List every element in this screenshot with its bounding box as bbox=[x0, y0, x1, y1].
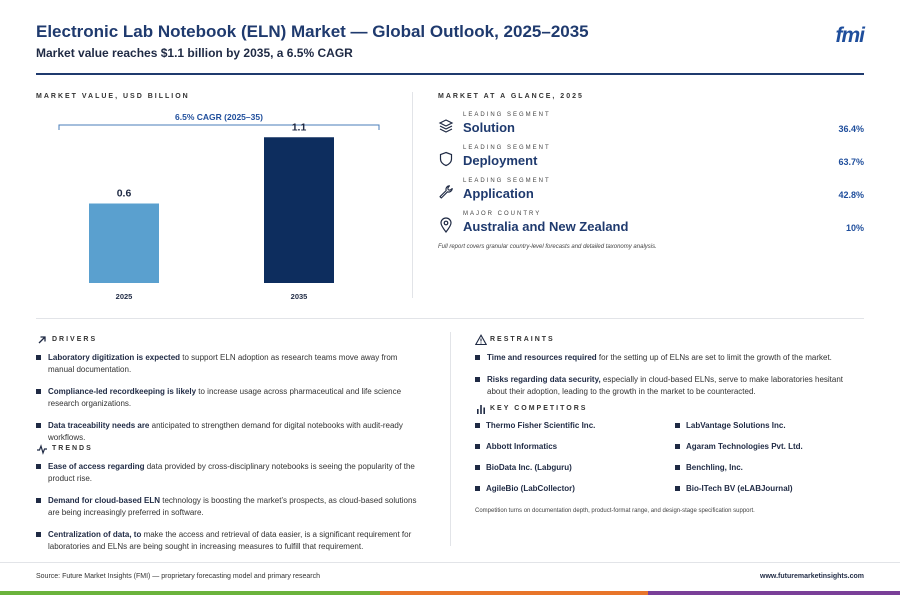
x-tick-label: 2025 bbox=[116, 292, 133, 301]
glance-small-label: LEADING SEGMENT bbox=[463, 178, 551, 184]
trend-arrow-icon bbox=[38, 336, 46, 344]
competitor-item: AgileBio (LabCollector) bbox=[475, 484, 575, 493]
wrench-icon bbox=[439, 185, 453, 199]
glance-small-label: MAJOR COUNTRY bbox=[463, 211, 542, 217]
layers-icon bbox=[438, 119, 454, 133]
restraints-label: RESTRAINTS bbox=[490, 336, 555, 343]
trends-list: Ease of access regarding data provided b… bbox=[36, 461, 421, 563]
fmi-logo[interactable]: fmi bbox=[835, 24, 865, 47]
bar-value-label: 1.1 bbox=[292, 121, 307, 133]
restraints-list: Time and resources required for the sett… bbox=[475, 352, 860, 408]
market-value-bar-chart: 6.5% CAGR (2025–35) 0.6 2025 1.1 2035 bbox=[58, 112, 380, 301]
drivers-label: DRIVERS bbox=[52, 336, 98, 343]
page-title: Electronic Lab Notebook (ELN) Market — G… bbox=[36, 22, 589, 41]
brand-stripe-purple bbox=[648, 591, 900, 595]
glance-value: 42.8% bbox=[838, 190, 864, 200]
list-item: Ease of access regarding data provided b… bbox=[36, 461, 421, 485]
bar-2025 bbox=[89, 203, 159, 283]
drivers-list: Laboratory digitization is expected to s… bbox=[36, 352, 421, 454]
shield-icon bbox=[439, 151, 453, 167]
bar-value-label: 0.6 bbox=[117, 188, 132, 200]
header-rule bbox=[36, 73, 864, 75]
cagr-bracket bbox=[58, 124, 380, 130]
brand-stripe-green bbox=[0, 591, 380, 595]
footer-divider bbox=[0, 562, 900, 563]
list-item: Centralization of data, to make the acce… bbox=[36, 529, 421, 553]
glance-row-solution: LEADING SEGMENT Solution 36.4% bbox=[438, 112, 864, 142]
glance-name: Deployment bbox=[463, 153, 538, 168]
list-item: Data traceability needs are anticipated … bbox=[36, 420, 421, 444]
pulse-icon bbox=[37, 444, 47, 455]
section-divider bbox=[412, 92, 413, 298]
footer-source: Source: Future Market Insights (FMI) — p… bbox=[36, 573, 320, 580]
glance-name: Australia and New Zealand bbox=[463, 219, 629, 234]
competitor-item: LabVantage Solutions Inc. bbox=[675, 421, 786, 430]
list-item: Laboratory digitization is expected to s… bbox=[36, 352, 421, 376]
glance-value: 63.7% bbox=[838, 157, 864, 167]
middle-divider bbox=[36, 318, 864, 319]
competitors-note: Competition turns on documentation depth… bbox=[475, 508, 755, 514]
competitor-item: Agaram Technologies Pvt. Ltd. bbox=[675, 442, 803, 451]
list-item: Time and resources required for the sett… bbox=[475, 352, 860, 364]
competitors-label: KEY COMPETITORS bbox=[490, 405, 588, 412]
trends-label: TRENDS bbox=[52, 445, 93, 452]
glance-note: Full report covers granular country-leve… bbox=[438, 244, 657, 250]
glance-small-label: LEADING SEGMENT bbox=[463, 145, 551, 151]
chart-section-label: MARKET VALUE, USD BILLION bbox=[36, 93, 190, 100]
glance-value: 10% bbox=[845, 223, 864, 233]
brand-stripe-orange bbox=[380, 591, 648, 595]
glance-row-country: MAJOR COUNTRY Australia and New Zealand … bbox=[438, 211, 864, 241]
glance-row-application: LEADING SEGMENT Application 42.8% bbox=[438, 178, 864, 208]
list-item: Compliance-led recordkeeping is likely t… bbox=[36, 386, 421, 410]
competitor-item: Benchling, Inc. bbox=[675, 463, 743, 472]
section-divider bbox=[450, 332, 451, 546]
glance-value: 36.4% bbox=[838, 124, 864, 134]
competitor-item: BioData Inc. (Labguru) bbox=[475, 463, 572, 472]
competitor-item: Thermo Fisher Scientific Inc. bbox=[475, 421, 595, 430]
competitor-item: Bio-ITech BV (eLABJournal) bbox=[675, 484, 793, 493]
competitor-item: Abbott Informatics bbox=[475, 442, 557, 451]
glance-small-label: LEADING SEGMENT bbox=[463, 112, 551, 118]
cagr-annotation: 6.5% CAGR (2025–35) bbox=[175, 112, 263, 122]
location-pin-icon bbox=[440, 217, 452, 233]
glance-name: Application bbox=[463, 186, 534, 201]
glance-name: Solution bbox=[463, 120, 515, 135]
x-tick-label: 2035 bbox=[291, 292, 308, 301]
glance-section-label: MARKET AT A GLANCE, 2025 bbox=[438, 93, 584, 100]
footer-url-link[interactable]: www.futuremarketinsights.com bbox=[760, 573, 864, 580]
page-subtitle: Market value reaches $1.1 billion by 203… bbox=[36, 46, 353, 60]
bar-2035 bbox=[264, 137, 334, 283]
list-item: Risks regarding data security, especiall… bbox=[475, 374, 860, 398]
list-item: Demand for cloud-based ELN technology is… bbox=[36, 495, 421, 519]
bar-chart-icon bbox=[477, 405, 485, 414]
warning-icon bbox=[475, 334, 487, 346]
glance-row-deployment: LEADING SEGMENT Deployment 63.7% bbox=[438, 145, 864, 175]
